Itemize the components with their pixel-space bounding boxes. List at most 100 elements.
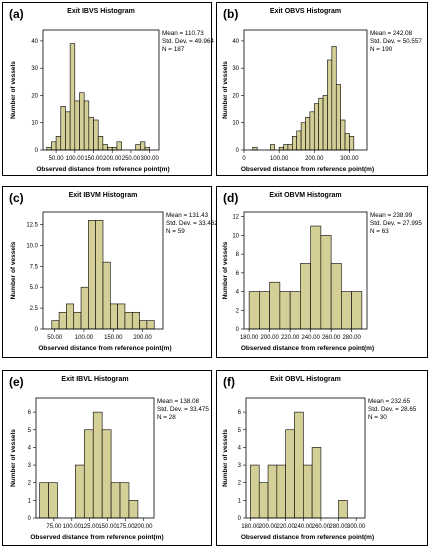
y-tick-label: 2 <box>28 481 32 487</box>
panel-e: (e) Exit IBVL Histogram 75.00 100.00 125.00 1… <box>2 370 212 546</box>
histogram-bar <box>313 103 319 151</box>
y-tick-label: 5 <box>28 428 32 434</box>
x-tick-label: 50.00 <box>47 335 63 341</box>
histogram-bar <box>110 303 118 330</box>
y-tick-label: 1 <box>28 498 32 504</box>
histogram-bar <box>259 291 270 330</box>
x-tick-label: 240.00 <box>301 335 320 341</box>
histogram-bar <box>79 92 85 151</box>
y-tick-label: 0 <box>238 516 242 522</box>
histogram-bar <box>331 46 337 151</box>
histogram-bar <box>351 291 363 330</box>
y-tick-label: 6 <box>236 271 240 277</box>
histogram-bar <box>292 136 298 151</box>
y-tick-label: 12 <box>232 215 239 221</box>
histogram-bar <box>322 95 328 151</box>
panel-a: (a) Exit IBVS Histogram 50.00 100.00 150.00 2… <box>2 2 214 176</box>
panel-label: (c) <box>9 191 24 205</box>
y-tick-label: 20 <box>232 93 239 99</box>
y-tick-label: 6 <box>238 410 242 416</box>
histogram-bar <box>338 500 348 519</box>
histogram-bar <box>131 311 140 330</box>
panel-label: (a) <box>9 7 24 21</box>
histogram-bar <box>305 116 311 151</box>
stats-line: Mean = 131.43 <box>166 212 209 219</box>
histogram-bar <box>135 144 141 151</box>
histogram-bar <box>102 261 111 330</box>
x-tick-label: 0 <box>242 156 246 162</box>
stats-line: Mean = 232.65 <box>368 398 411 405</box>
stats-line: Std. Dev. = 28.65 <box>368 406 417 413</box>
y-tick-label: 0 <box>35 327 39 333</box>
x-tick-label: 200.00 <box>133 335 152 341</box>
x-tick-label: 200.00 <box>305 156 324 162</box>
histogram-bar <box>276 464 286 519</box>
histogram-bar <box>101 429 112 519</box>
y-axis-label: Number of vessels <box>222 241 229 299</box>
histogram-bar <box>250 464 260 519</box>
histogram-bar <box>111 146 118 151</box>
histogram-bar <box>248 291 260 330</box>
histogram-bar <box>116 141 122 151</box>
histogram-bar <box>341 291 352 330</box>
y-tick-label: 7.5 <box>30 264 39 270</box>
histogram-bar <box>51 320 60 330</box>
histogram-bar <box>124 311 133 330</box>
histogram-bar <box>83 100 90 151</box>
x-tick-label: 200.00 <box>259 524 278 530</box>
histogram-chart: (c) Exit IBVM Histogram 50.00 100.00 150.00 2… <box>9 191 218 352</box>
histogram-bar <box>302 464 313 519</box>
chart-title: Exit OBVL Histogram <box>270 376 341 383</box>
histogram-bar <box>344 133 350 151</box>
x-tick-label: 250.00 <box>122 156 141 162</box>
stats-line: Std. Dev. = 27.995 <box>370 220 422 227</box>
histogram-bar <box>327 59 333 151</box>
plot-frame <box>243 29 368 151</box>
y-tick-label: 0 <box>236 327 240 333</box>
histogram-bar <box>335 84 341 151</box>
histogram-bar <box>283 144 289 151</box>
histogram-bar <box>80 286 89 330</box>
y-tick-label: 2 <box>238 481 242 487</box>
histogram-bar <box>318 97 324 151</box>
histogram-bar <box>267 464 278 519</box>
stats-line: Std. Dev. = 33.475 <box>157 406 209 413</box>
histogram-bar <box>95 220 104 330</box>
y-tick-label: 1 <box>238 498 242 504</box>
histogram-bar <box>300 122 306 151</box>
histogram-bar <box>309 111 315 151</box>
x-tick-label: 200.00 <box>260 335 279 341</box>
histogram-bar <box>146 320 155 330</box>
histogram-bar <box>310 225 322 330</box>
histogram-bar <box>107 146 113 151</box>
histogram-bar <box>278 146 284 151</box>
x-axis-label: Observed distance from reference point(m… <box>38 345 171 352</box>
x-tick-label: 200.00 <box>103 156 122 162</box>
histogram-bar <box>289 291 301 330</box>
stats-line: Mean = 110.73 <box>162 30 204 37</box>
histogram-bar <box>60 106 66 151</box>
stats-line: Mean = 238.99 <box>370 212 413 219</box>
histogram-bar <box>144 146 150 151</box>
histogram-bar <box>285 429 295 519</box>
x-tick-label: 300.00 <box>347 524 366 530</box>
histogram-bar <box>296 130 302 151</box>
x-tick-label: 100.00 <box>63 524 82 530</box>
chart-title: Exit OBVS Histogram <box>270 8 341 15</box>
x-tick-label: 280.00 <box>329 524 348 530</box>
histogram-bar <box>294 411 304 519</box>
histogram-bar <box>55 136 62 151</box>
y-tick-label: 5 <box>238 428 242 434</box>
x-axis-label: Observed distance from reference point(m… <box>30 534 163 541</box>
panel-d: (d) Exit OBVM Histogram 180.00 200.00 220.00… <box>216 186 428 358</box>
histogram-bar <box>97 136 104 151</box>
histogram-bar <box>58 311 67 330</box>
x-tick-label: 300.00 <box>340 156 359 162</box>
x-tick-label: 75.00 <box>46 524 62 530</box>
x-tick-label: 150.00 <box>98 524 117 530</box>
y-tick-label: 4 <box>236 290 240 296</box>
histogram-bar <box>51 141 57 151</box>
y-tick-label: 6 <box>28 410 32 416</box>
stats-line: Mean = 138.08 <box>157 398 200 405</box>
